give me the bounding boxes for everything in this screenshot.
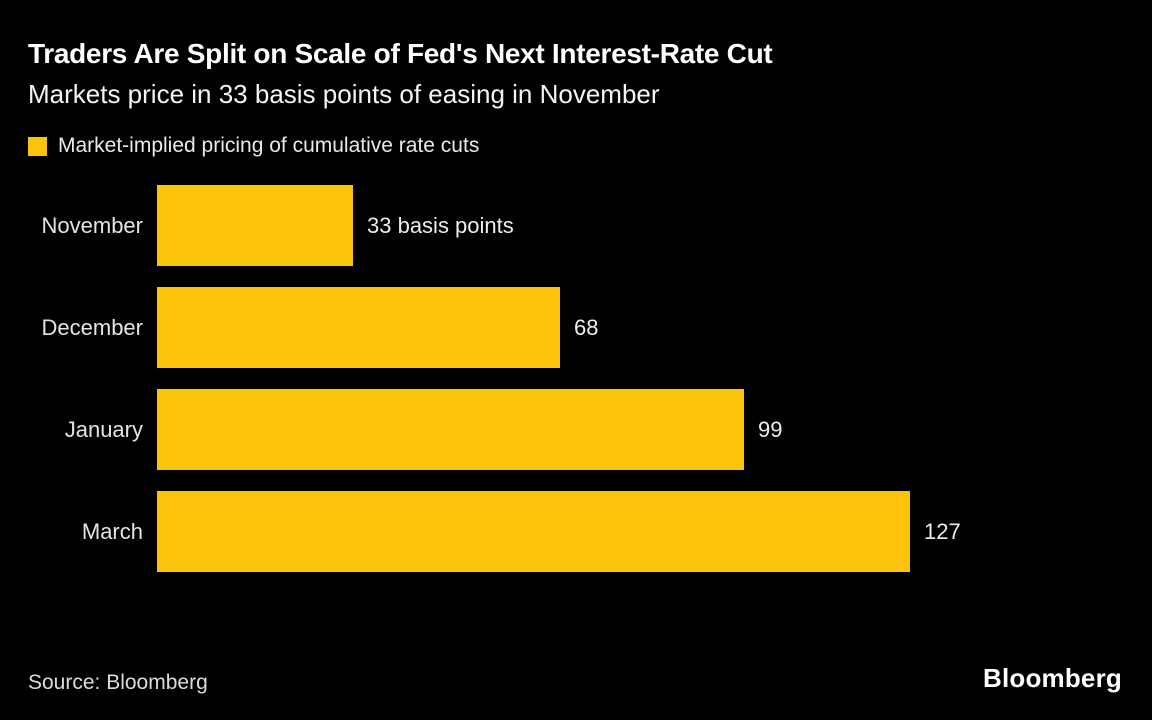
bar-january xyxy=(157,389,744,470)
category-label: December xyxy=(41,314,143,340)
bar-december xyxy=(157,287,560,368)
bars-area: November 33 basis points December 68 Jan… xyxy=(0,185,1152,593)
legend-swatch xyxy=(28,136,47,156)
source-credit: Source: Bloomberg xyxy=(28,671,208,694)
category-label: January xyxy=(64,416,143,442)
bar-row: November 33 basis points xyxy=(0,185,1152,266)
category-label: March xyxy=(81,518,143,544)
category-label: November xyxy=(41,212,143,238)
bar-row: March 127 xyxy=(0,491,1152,572)
value-label: 33 basis points xyxy=(367,212,514,238)
bar-row: December 68 xyxy=(0,287,1152,368)
bloomberg-logo: Bloomberg xyxy=(982,663,1122,693)
bar-row: January 99 xyxy=(0,389,1152,470)
legend-label: Market-implied pricing of cumulative rat… xyxy=(58,134,480,157)
chart-subtitle: Markets price in 33 basis points of easi… xyxy=(28,79,660,109)
bar-march xyxy=(157,491,910,572)
legend: Market-implied pricing of cumulative rat… xyxy=(28,134,479,158)
value-label: 68 xyxy=(574,314,599,340)
chart-title: Traders Are Split on Scale of Fed's Next… xyxy=(28,38,773,69)
value-label: 99 xyxy=(758,416,783,442)
value-label: 127 xyxy=(924,518,961,544)
bar-november xyxy=(157,185,353,266)
